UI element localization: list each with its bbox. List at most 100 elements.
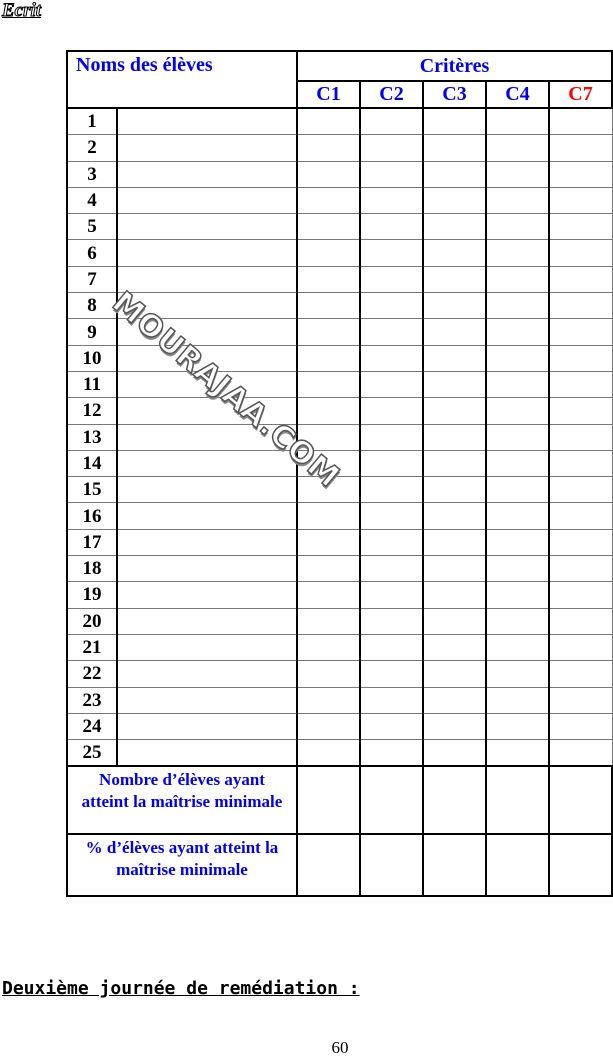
score-cell-c2[interactable] — [359, 633, 424, 662]
score-cell-c7[interactable] — [548, 607, 613, 635]
student-name-cell[interactable] — [116, 134, 298, 162]
score-cell-c1[interactable] — [296, 318, 361, 346]
score-cell-c2[interactable] — [359, 502, 424, 530]
student-name-cell[interactable] — [116, 633, 298, 662]
score-cell-c1[interactable] — [296, 739, 361, 767]
score-cell-c7[interactable] — [548, 107, 613, 136]
score-cell-c7[interactable] — [548, 344, 613, 372]
score-cell-c1[interactable] — [296, 581, 361, 609]
score-cell-c2[interactable] — [359, 712, 424, 741]
footer-percent-cell-c7[interactable] — [548, 833, 613, 898]
score-cell-c2[interactable] — [359, 186, 424, 215]
score-cell-c4[interactable] — [485, 581, 550, 609]
score-cell-c3[interactable] — [422, 607, 487, 635]
footer-count-cell-c2[interactable] — [359, 765, 424, 836]
score-cell-c7[interactable] — [548, 449, 613, 478]
footer-percent-cell-c1[interactable] — [296, 833, 361, 898]
score-cell-c3[interactable] — [422, 318, 487, 346]
footer-count-cell-c1[interactable] — [296, 765, 361, 836]
score-cell-c3[interactable] — [422, 581, 487, 609]
score-cell-c2[interactable] — [359, 292, 424, 320]
score-cell-c2[interactable] — [359, 739, 424, 767]
footer-count-cell-c7[interactable] — [548, 765, 613, 836]
score-cell-c4[interactable] — [485, 449, 550, 478]
score-cell-c2[interactable] — [359, 660, 424, 688]
score-cell-c7[interactable] — [548, 134, 613, 162]
score-cell-c3[interactable] — [422, 160, 487, 188]
score-cell-c7[interactable] — [548, 633, 613, 662]
student-name-cell[interactable] — [116, 581, 298, 609]
footer-count-cell-c3[interactable] — [422, 765, 487, 836]
score-cell-c1[interactable] — [296, 476, 361, 504]
score-cell-c2[interactable] — [359, 318, 424, 346]
score-cell-c7[interactable] — [548, 397, 613, 425]
score-cell-c7[interactable] — [548, 660, 613, 688]
score-cell-c3[interactable] — [422, 186, 487, 215]
student-name-cell[interactable] — [116, 107, 298, 136]
score-cell-c2[interactable] — [359, 370, 424, 399]
student-name-cell[interactable] — [116, 265, 298, 294]
score-cell-c1[interactable] — [296, 397, 361, 425]
student-name-cell[interactable] — [116, 686, 298, 714]
score-cell-c7[interactable] — [548, 739, 613, 767]
student-name-cell[interactable] — [116, 502, 298, 530]
score-cell-c4[interactable] — [485, 134, 550, 162]
score-cell-c4[interactable] — [485, 186, 550, 215]
score-cell-c3[interactable] — [422, 265, 487, 294]
score-cell-c1[interactable] — [296, 186, 361, 215]
score-cell-c4[interactable] — [485, 502, 550, 530]
student-name-cell[interactable] — [116, 528, 298, 557]
score-cell-c3[interactable] — [422, 107, 487, 136]
student-name-cell[interactable] — [116, 739, 298, 767]
score-cell-c2[interactable] — [359, 449, 424, 478]
score-cell-c2[interactable] — [359, 607, 424, 635]
score-cell-c1[interactable] — [296, 134, 361, 162]
score-cell-c7[interactable] — [548, 555, 613, 583]
score-cell-c4[interactable] — [485, 370, 550, 399]
student-name-cell[interactable] — [116, 607, 298, 635]
score-cell-c7[interactable] — [548, 186, 613, 215]
score-cell-c3[interactable] — [422, 344, 487, 372]
score-cell-c3[interactable] — [422, 633, 487, 662]
score-cell-c1[interactable] — [296, 370, 361, 399]
score-cell-c1[interactable] — [296, 528, 361, 557]
score-cell-c7[interactable] — [548, 265, 613, 294]
score-cell-c3[interactable] — [422, 397, 487, 425]
student-name-cell[interactable] — [116, 476, 298, 504]
score-cell-c2[interactable] — [359, 160, 424, 188]
score-cell-c1[interactable] — [296, 292, 361, 320]
score-cell-c1[interactable] — [296, 555, 361, 583]
score-cell-c4[interactable] — [485, 555, 550, 583]
score-cell-c1[interactable] — [296, 160, 361, 188]
score-cell-c3[interactable] — [422, 134, 487, 162]
score-cell-c1[interactable] — [296, 344, 361, 372]
score-cell-c1[interactable] — [296, 107, 361, 136]
score-cell-c4[interactable] — [485, 397, 550, 425]
score-cell-c7[interactable] — [548, 370, 613, 399]
score-cell-c1[interactable] — [296, 660, 361, 688]
student-name-cell[interactable] — [116, 449, 298, 478]
score-cell-c2[interactable] — [359, 213, 424, 241]
score-cell-c2[interactable] — [359, 397, 424, 425]
score-cell-c7[interactable] — [548, 528, 613, 557]
score-cell-c3[interactable] — [422, 555, 487, 583]
score-cell-c4[interactable] — [485, 292, 550, 320]
score-cell-c3[interactable] — [422, 213, 487, 241]
score-cell-c2[interactable] — [359, 555, 424, 583]
score-cell-c4[interactable] — [485, 107, 550, 136]
score-cell-c1[interactable] — [296, 265, 361, 294]
score-cell-c1[interactable] — [296, 712, 361, 741]
student-name-cell[interactable] — [116, 660, 298, 688]
score-cell-c4[interactable] — [485, 160, 550, 188]
score-cell-c3[interactable] — [422, 502, 487, 530]
score-cell-c1[interactable] — [296, 633, 361, 662]
score-cell-c4[interactable] — [485, 265, 550, 294]
score-cell-c7[interactable] — [548, 581, 613, 609]
score-cell-c4[interactable] — [485, 528, 550, 557]
score-cell-c2[interactable] — [359, 686, 424, 714]
score-cell-c1[interactable] — [296, 213, 361, 241]
score-cell-c4[interactable] — [485, 344, 550, 372]
score-cell-c1[interactable] — [296, 239, 361, 267]
score-cell-c3[interactable] — [422, 686, 487, 714]
student-name-cell[interactable] — [116, 160, 298, 188]
